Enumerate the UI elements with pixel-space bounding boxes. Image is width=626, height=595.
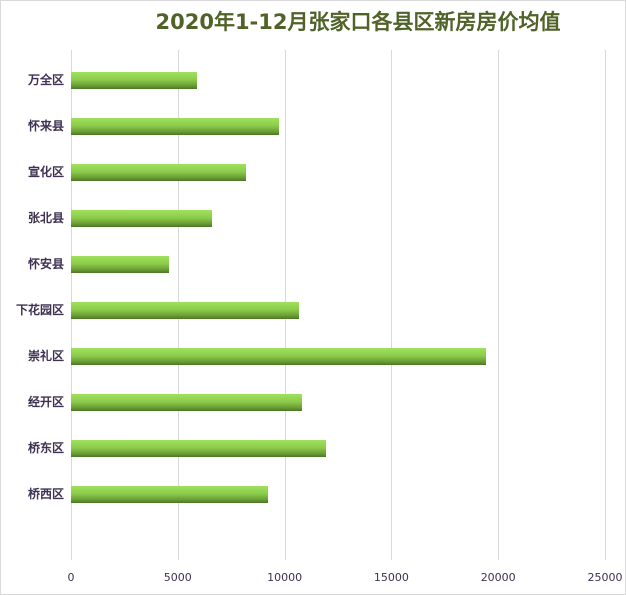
category-label: 怀来县 xyxy=(27,119,64,133)
category-label: 张北县 xyxy=(27,211,64,225)
chart-title: 2020年1-12月张家口各县区新房房价均值 xyxy=(155,10,561,34)
bar xyxy=(71,302,299,319)
category-label: 下花园区 xyxy=(15,303,64,317)
bar xyxy=(71,348,487,365)
category-label: 桥西区 xyxy=(27,487,64,501)
bar xyxy=(71,118,280,135)
category-label: 宣化区 xyxy=(27,165,64,179)
gridline xyxy=(498,50,500,560)
bar xyxy=(71,210,212,227)
category-label: 崇礼区 xyxy=(27,349,64,363)
x-tick-label: 15000 xyxy=(373,571,409,584)
category-label: 桥东区 xyxy=(27,441,64,455)
bar xyxy=(71,256,170,273)
gridline xyxy=(605,50,606,560)
category-label: 万全区 xyxy=(27,73,64,87)
plot-area xyxy=(71,50,606,560)
x-tick-label: 20000 xyxy=(480,571,516,584)
bar xyxy=(71,440,327,457)
x-tick-label: 0 xyxy=(67,571,75,584)
x-tick-label: 10000 xyxy=(267,571,303,584)
bar xyxy=(71,486,268,503)
x-tick-label: 25000 xyxy=(587,571,623,584)
category-label: 怀安县 xyxy=(27,257,64,271)
gridline xyxy=(391,50,393,560)
category-label: 经开区 xyxy=(27,395,64,409)
x-tick-label: 5000 xyxy=(163,571,192,584)
bar xyxy=(71,394,302,411)
bar xyxy=(71,164,246,181)
bar xyxy=(71,72,197,89)
